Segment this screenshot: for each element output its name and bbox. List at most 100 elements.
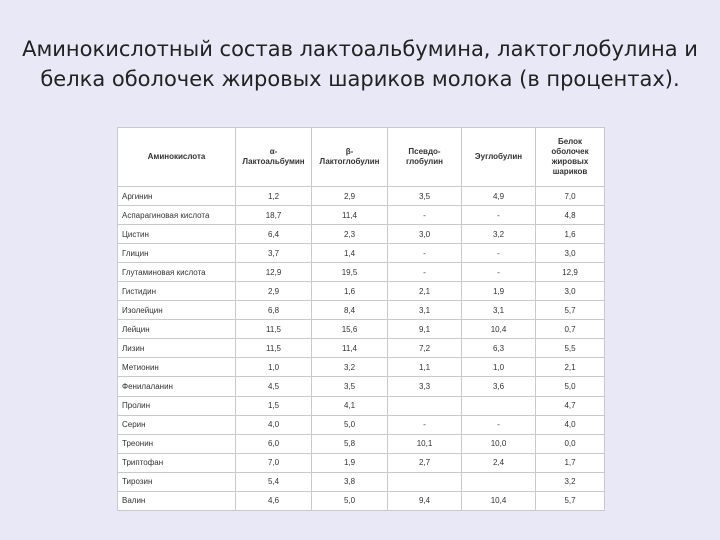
pseudoglobulin-value: - bbox=[387, 243, 462, 264]
beta-lactoglobulin-value: 5,0 bbox=[311, 414, 388, 435]
slide-title-line-2: белка оболочек жировых шариков молока (в… bbox=[40, 67, 680, 91]
membrane-protein-value: 3,2 bbox=[535, 471, 605, 492]
euglobulin-value: 3,6 bbox=[461, 376, 536, 397]
amino-acid-name: Серин bbox=[117, 414, 236, 435]
column-header-euglobulin: Эуглобулин bbox=[461, 127, 536, 187]
table-row: Метионин 1,0 3,2 1,1 1,0 2,1 bbox=[117, 357, 605, 378]
alpha-lactalbumin-value: 7,0 bbox=[235, 452, 312, 473]
pseudoglobulin-value: 3,5 bbox=[387, 185, 462, 207]
table-row: Пролин 1,5 4,1 4,7 bbox=[117, 395, 605, 416]
pseudoglobulin-value: 3,1 bbox=[387, 300, 462, 321]
membrane-protein-value: 3,0 bbox=[535, 281, 605, 302]
membrane-protein-value: 0,7 bbox=[535, 319, 605, 340]
slide-title: Аминокислотный состав лактоальбумина, ла… bbox=[20, 34, 700, 94]
euglobulin-value: - bbox=[461, 262, 536, 283]
amino-acid-name: Треонин bbox=[117, 433, 236, 454]
pseudoglobulin-value: - bbox=[387, 262, 462, 283]
table-row: Изолейцин 6,8 8,4 3,1 3,1 5,7 bbox=[117, 300, 605, 321]
membrane-protein-value: 3,0 bbox=[535, 243, 605, 264]
amino-acid-table-container: Аминокислота α-Лактоальбумин β-Лактоглоб… bbox=[117, 127, 605, 512]
pseudoglobulin-value: - bbox=[387, 414, 462, 435]
amino-acid-name: Гистидин bbox=[117, 281, 236, 302]
alpha-lactalbumin-value: 4,0 bbox=[235, 414, 312, 435]
amino-acid-table: Аминокислота α-Лактоальбумин β-Лактоглоб… bbox=[117, 127, 605, 512]
table-row: Гистидин 2,9 1,6 2,1 1,9 3,0 bbox=[117, 281, 605, 302]
table-row: Глутаминовая кислота 12,9 19,5- -12,9 bbox=[117, 262, 605, 283]
alpha-lactalbumin-value: 1,0 bbox=[235, 357, 312, 378]
membrane-protein-value: 4,0 bbox=[535, 414, 605, 435]
amino-acid-name: Пролин bbox=[117, 395, 236, 416]
amino-acid-name: Метионин bbox=[117, 357, 236, 378]
table-row: Тирозин 5,4 3,8 3,2 bbox=[117, 471, 605, 492]
table-row: Цистин 6,4 2,3 3,0 3,2 1,6 bbox=[117, 224, 605, 245]
membrane-protein-value: 5,7 bbox=[535, 300, 605, 321]
amino-acid-name: Глицин bbox=[117, 243, 236, 264]
beta-lactoglobulin-value: 5,0 bbox=[311, 490, 388, 512]
alpha-lactalbumin-value: 4,5 bbox=[235, 376, 312, 397]
alpha-lactalbumin-value: 12,9 bbox=[235, 262, 312, 283]
amino-acid-name: Цистин bbox=[117, 224, 236, 245]
beta-lactoglobulin-value: 3,2 bbox=[311, 357, 388, 378]
membrane-protein-value: 7,0 bbox=[535, 185, 605, 207]
pseudoglobulin-value: 10,1 bbox=[387, 433, 462, 454]
table-row: Валин 4,6 5,0 9,4 10,4 5,7 bbox=[117, 490, 605, 512]
beta-lactoglobulin-value: 15,6 bbox=[311, 319, 388, 340]
column-header-alpha-lactalbumin: α-Лактоальбумин bbox=[235, 127, 312, 187]
column-header-pseudoglobulin: Псевдо-глобулин bbox=[387, 127, 462, 187]
euglobulin-value: - bbox=[461, 414, 536, 435]
beta-lactoglobulin-value: 1,6 bbox=[311, 281, 388, 302]
beta-lactoglobulin-value: 1,4 bbox=[311, 243, 388, 264]
table-row: Аргинин 1,2 2,9 3,5 4,9 7,0 bbox=[117, 185, 605, 207]
euglobulin-value: 4,9 bbox=[461, 185, 536, 207]
alpha-lactalbumin-value: 2,9 bbox=[235, 281, 312, 302]
alpha-lactalbumin-value: 6,4 bbox=[235, 224, 312, 245]
euglobulin-value: - bbox=[461, 205, 536, 226]
membrane-protein-value: 5,7 bbox=[535, 490, 605, 512]
table-row: Глицин 3,7 1,4- -3,0 bbox=[117, 243, 605, 264]
membrane-protein-value: 5,5 bbox=[535, 338, 605, 359]
alpha-lactalbumin-value: 5,4 bbox=[235, 471, 312, 492]
membrane-protein-value: 4,7 bbox=[535, 395, 605, 416]
euglobulin-value: 6,3 bbox=[461, 338, 536, 359]
table-row: Лизин 11,5 11,4 7,2 6,3 5,5 bbox=[117, 338, 605, 359]
amino-acid-name: Фенилаланин bbox=[117, 376, 236, 397]
pseudoglobulin-value: 3,0 bbox=[387, 224, 462, 245]
amino-acid-name: Глутаминовая кислота bbox=[117, 262, 236, 283]
table-row: Фенилаланин 4,5 3,5 3,3 3,6 5,0 bbox=[117, 376, 605, 397]
beta-lactoglobulin-value: 1,9 bbox=[311, 452, 388, 473]
pseudoglobulin-value: 2,7 bbox=[387, 452, 462, 473]
pseudoglobulin-value bbox=[387, 471, 462, 492]
pseudoglobulin-value: 7,2 bbox=[387, 338, 462, 359]
beta-lactoglobulin-value: 3,5 bbox=[311, 376, 388, 397]
euglobulin-value: 3,2 bbox=[461, 224, 536, 245]
table-header-row: Аминокислота α-Лактоальбумин β-Лактоглоб… bbox=[117, 127, 605, 187]
alpha-lactalbumin-value: 18,7 bbox=[235, 205, 312, 226]
amino-acid-name: Лизин bbox=[117, 338, 236, 359]
amino-acid-name: Валин bbox=[117, 490, 236, 512]
membrane-protein-value: 1,6 bbox=[535, 224, 605, 245]
beta-lactoglobulin-value: 5,8 bbox=[311, 433, 388, 454]
euglobulin-value: 1,0 bbox=[461, 357, 536, 378]
membrane-protein-value: 5,0 bbox=[535, 376, 605, 397]
pseudoglobulin-value: 3,3 bbox=[387, 376, 462, 397]
amino-acid-name: Аспарагиновая кислота bbox=[117, 205, 236, 226]
beta-lactoglobulin-value: 11,4 bbox=[311, 205, 388, 226]
slide-title-line-1: Аминокислотный состав лактоальбумина, ла… bbox=[22, 37, 698, 61]
beta-lactoglobulin-value: 8,4 bbox=[311, 300, 388, 321]
amino-acid-name: Тирозин bbox=[117, 471, 236, 492]
table-row: Триптофан 7,0 1,9 2,7 2,4 1,7 bbox=[117, 452, 605, 473]
pseudoglobulin-value: 9,1 bbox=[387, 319, 462, 340]
column-header-beta-lactoglobulin: β-Лактоглобулин bbox=[311, 127, 388, 187]
alpha-lactalbumin-value: 6,0 bbox=[235, 433, 312, 454]
alpha-lactalbumin-value: 1,5 bbox=[235, 395, 312, 416]
alpha-lactalbumin-value: 11,5 bbox=[235, 338, 312, 359]
beta-lactoglobulin-value: 11,4 bbox=[311, 338, 388, 359]
membrane-protein-value: 4,8 bbox=[535, 205, 605, 226]
table-row: Треонин 6,0 5,8 10,1 10,0 0,0 bbox=[117, 433, 605, 454]
membrane-protein-value: 12,9 bbox=[535, 262, 605, 283]
alpha-lactalbumin-value: 6,8 bbox=[235, 300, 312, 321]
pseudoglobulin-value: 2,1 bbox=[387, 281, 462, 302]
euglobulin-value: 3,1 bbox=[461, 300, 536, 321]
amino-acid-name: Лейцин bbox=[117, 319, 236, 340]
euglobulin-value bbox=[461, 395, 536, 416]
